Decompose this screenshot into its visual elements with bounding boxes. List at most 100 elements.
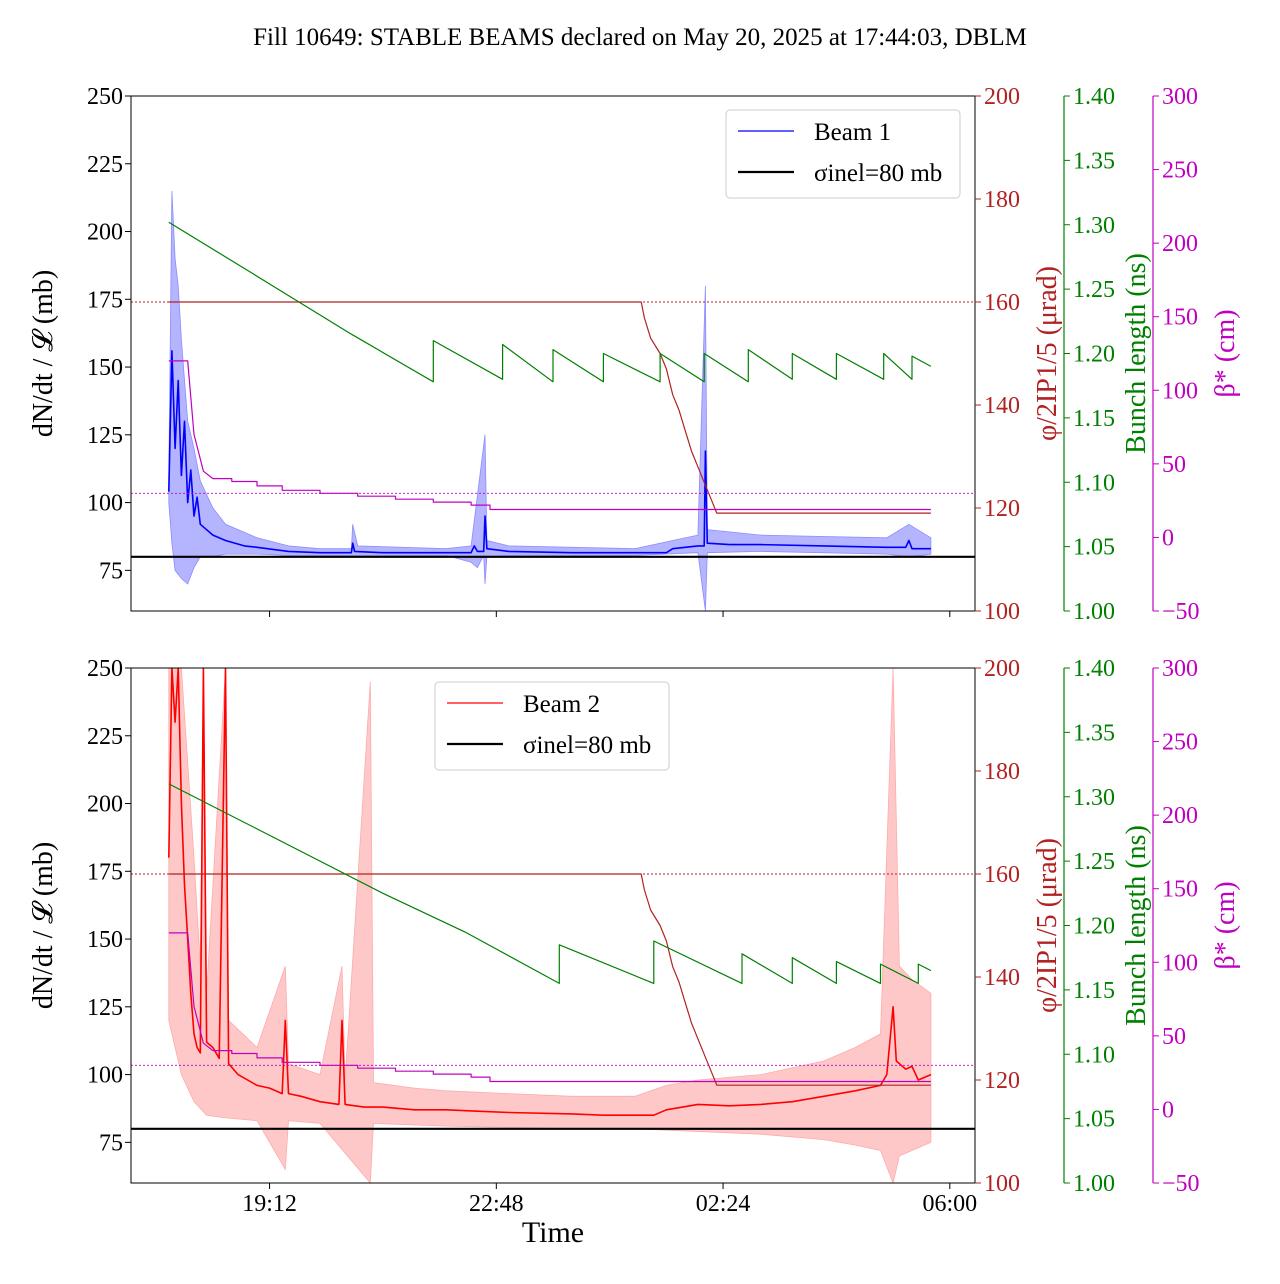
phi-tick-label: 100: [984, 1171, 1020, 1197]
left-tick-label: 150: [87, 355, 123, 381]
legend-frame: [725, 109, 961, 199]
series-band-1: [168, 190, 932, 611]
left-tick-label: 75: [99, 558, 123, 584]
phi-axis-label: φ/2IP1/5 (μrad): [1032, 266, 1063, 441]
left-tick-label: 250: [87, 84, 123, 110]
bunch_length-tick-label: 1.25: [1073, 849, 1115, 875]
beta_star-tick-label: 100: [1162, 378, 1198, 404]
bunch_length-tick-label: 1.40: [1073, 84, 1115, 110]
bunch_length-tick-label: 1.30: [1073, 785, 1115, 811]
bunch_length-tick-label: 1.35: [1073, 148, 1115, 174]
beta_star-tick-label: 300: [1162, 84, 1198, 110]
series-line-7: [168, 221, 932, 383]
plot-frame: [130, 95, 976, 612]
bunch_length-tick-label: 1.25: [1073, 277, 1115, 303]
bunch_length-tick-label: 1.00: [1073, 599, 1115, 625]
beta_star-tick-label: 0: [1162, 1097, 1174, 1123]
bunch_length-tick-label: 1.35: [1073, 720, 1115, 746]
phi-tick-label: 180: [984, 759, 1020, 785]
bunch_length-tick-label: 1.05: [1073, 1107, 1115, 1133]
phi-tick-label: 200: [984, 656, 1020, 682]
legend: Beam 1 σinel=80 mb: [725, 109, 961, 199]
x-tick-label: 22:48: [469, 1191, 524, 1217]
bunch_length-tick-label: 1.20: [1073, 342, 1115, 368]
bunch_length-tick-label: 1.10: [1073, 470, 1115, 496]
beta_star-tick-label: −50: [1162, 1171, 1200, 1197]
bunch_length-axis-label-text: Bunch length (ns): [1121, 825, 1152, 1026]
series-line-3: [168, 873, 931, 1086]
left-tick-label: 125: [87, 995, 123, 1021]
phi-axis-label-text: φ/2IP1/5 (μrad): [1032, 838, 1063, 1013]
beta_star-tick-label: 200: [1162, 803, 1198, 829]
bunch_length-tick-label: 1.15: [1073, 406, 1115, 432]
series-line-3: [168, 301, 931, 514]
bunch_length-tick-label: 1.15: [1073, 978, 1115, 1004]
left-axis-label: dN/dt / 𝓛 (mb): [28, 842, 59, 1009]
bunch_length-axis-label: Bunch length (ns): [1121, 825, 1152, 1026]
phi-tick-label: 120: [984, 1068, 1020, 1094]
beta_star-tick-label: 50: [1162, 1024, 1186, 1050]
beta_star-tick-label: 200: [1162, 231, 1198, 257]
bunch_length-axis-label: Bunch length (ns): [1121, 253, 1152, 454]
bunch_length-tick-label: 1.20: [1073, 914, 1115, 940]
beta_star-tick-label: 150: [1162, 305, 1198, 331]
plot-frame: [130, 667, 976, 1184]
beta_star-axis-label-text: β* (cm): [1210, 309, 1241, 397]
beta_star-tick-label: 250: [1162, 158, 1198, 184]
series-line-5: [168, 360, 931, 511]
series-line-5: [168, 932, 931, 1083]
bunch_length-tick-label: 1.30: [1073, 213, 1115, 239]
phi-tick-label: 200: [984, 84, 1020, 110]
panel-top: 75 100 125 150 175 200 225 250 dN/dt / 𝓛 (mb) 100…: [28, 84, 1241, 625]
legend-label-sigma: σinel=80 mb: [814, 160, 942, 187]
beta_star-tick-label: 0: [1162, 525, 1174, 551]
phi-tick-label: 180: [984, 187, 1020, 213]
left-tick-label: 75: [99, 1130, 123, 1156]
phi-tick-label: 140: [984, 393, 1020, 419]
panel-bottom: 75 100 125 150 175 200 225 250 dN/dt / 𝓛 (mb) 100…: [28, 656, 1241, 1217]
left-tick-label: 200: [87, 220, 123, 246]
left-axis-label: dN/dt / 𝓛 (mb): [28, 270, 59, 437]
beta_star-tick-label: 250: [1162, 730, 1198, 756]
phi-tick-label: 160: [984, 862, 1020, 888]
phi-tick-label: 120: [984, 496, 1020, 522]
legend-label-beam: Beam 1: [814, 119, 891, 146]
left-tick-label: 125: [87, 423, 123, 449]
left-tick-label: 250: [87, 656, 123, 682]
left-tick-label: 225: [87, 724, 123, 750]
left-tick-label: 225: [87, 152, 123, 178]
bunch_length-tick-label: 1.40: [1073, 656, 1115, 682]
legend-label-sigma: σinel=80 mb: [523, 732, 651, 759]
x-tick-label: 19:12: [242, 1191, 297, 1217]
legend-frame: [434, 681, 670, 771]
phi-tick-label: 140: [984, 965, 1020, 991]
legend-label-beam: Beam 2: [523, 691, 600, 718]
x-tick-label: 02:24: [696, 1191, 751, 1217]
phi-axis-label: φ/2IP1/5 (μrad): [1032, 838, 1063, 1013]
beta_star-axis-label-text: β* (cm): [1210, 881, 1241, 969]
phi-axis-label-text: φ/2IP1/5 (μrad): [1032, 266, 1063, 441]
beta_star-tick-label: 100: [1162, 950, 1198, 976]
beta_star-tick-label: 50: [1162, 452, 1186, 478]
figure-title: Fill 10649: STABLE BEAMS declared on May…: [253, 24, 1027, 51]
left-tick-label: 150: [87, 927, 123, 953]
left-tick-label: 100: [87, 1063, 123, 1089]
left-axis-label-text: dN/dt / 𝓛 (mb): [28, 270, 59, 437]
left-axis-label-text: dN/dt / 𝓛 (mb): [28, 842, 59, 1009]
bunch_length-tick-label: 1.10: [1073, 1042, 1115, 1068]
left-tick-label: 175: [87, 859, 123, 885]
x-axis-label: Time: [522, 1216, 584, 1249]
series-band-1: [168, 668, 932, 1183]
bunch_length-tick-label: 1.05: [1073, 535, 1115, 561]
bunch_length-tick-label: 1.00: [1073, 1171, 1115, 1197]
beta_star-tick-label: 150: [1162, 877, 1198, 903]
beta_star-tick-label: 300: [1162, 656, 1198, 682]
beta_star-axis-label: β* (cm): [1210, 881, 1241, 969]
left-tick-label: 200: [87, 792, 123, 818]
phi-tick-label: 100: [984, 599, 1020, 625]
plot-area: [131, 668, 975, 1183]
legend: Beam 2 σinel=80 mb: [434, 681, 670, 771]
left-tick-label: 100: [87, 491, 123, 517]
